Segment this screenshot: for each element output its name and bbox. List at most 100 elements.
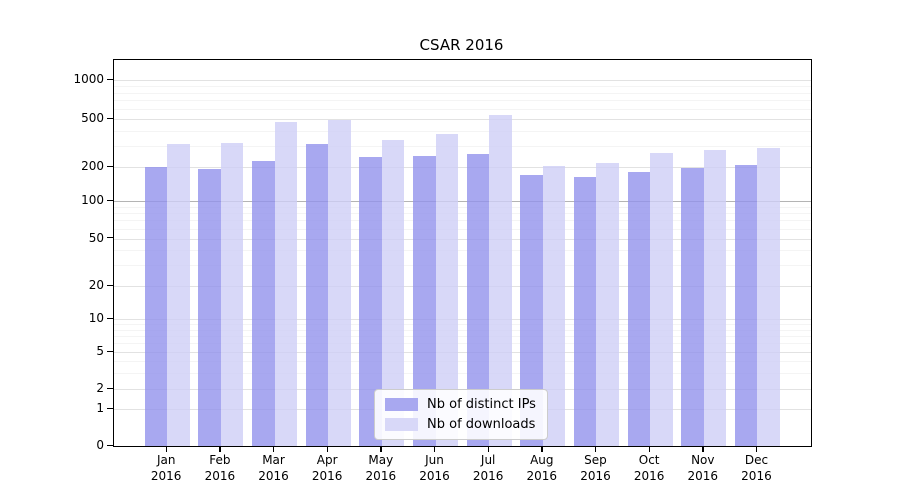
y-tick-mark-20 xyxy=(107,284,113,286)
x-tick-mark-jun-2016 xyxy=(434,446,436,452)
x-tick-mark-dec-2016 xyxy=(755,446,758,452)
y-tick-mark-1 xyxy=(107,407,113,410)
bar-distinct-ips-may-2016 xyxy=(359,157,382,446)
x-tick-mark-may-2016 xyxy=(380,446,382,452)
bar-downloads-jul-2016 xyxy=(489,114,512,446)
minor-gridline-30 xyxy=(114,264,811,266)
y-tick-label-20: 20 xyxy=(88,278,104,292)
legend-label-distinct-ips: Nb of distinct IPs xyxy=(427,397,536,412)
x-tick-label-jan-2016: Jan 2016 xyxy=(150,453,182,483)
bar-downloads-dec-2016 xyxy=(757,148,780,446)
bar-distinct-ips-jul-2016 xyxy=(466,154,490,446)
y-tick-mark-10 xyxy=(107,317,113,320)
plot-area xyxy=(113,59,812,447)
x-tick-label-oct-2016: Oct 2016 xyxy=(633,453,665,483)
gridlines-layer xyxy=(114,60,811,446)
y-tick-label-500: 500 xyxy=(81,111,104,125)
y-tick-mark-200 xyxy=(107,165,113,167)
x-tick-mark-mar-2016 xyxy=(273,446,275,452)
y-tick-label-200: 200 xyxy=(81,159,104,173)
x-tick-label-nov-2016: Nov 2016 xyxy=(687,453,719,483)
bar-distinct-ips-mar-2016 xyxy=(252,161,275,446)
y-tick-mark-500 xyxy=(107,117,113,119)
bar-distinct-ips-apr-2016 xyxy=(305,144,329,446)
y-tick-mark-50 xyxy=(107,237,113,239)
major-gridline-1000 xyxy=(114,80,811,81)
bar-downloads-oct-2016 xyxy=(650,152,673,446)
legend-swatch-distinct-ips xyxy=(385,398,418,411)
minor-gridline-90 xyxy=(114,206,811,208)
major-gridline-200 xyxy=(114,167,811,168)
minor-gridline-70 xyxy=(114,220,811,222)
major-gridline-50 xyxy=(114,238,811,240)
bar-distinct-ips-dec-2016 xyxy=(734,165,758,446)
x-tick-mark-sep-2016 xyxy=(594,446,597,452)
x-tick-label-jul-2016: Jul 2016 xyxy=(472,453,504,483)
y-tick-label-10: 10 xyxy=(88,311,104,326)
x-tick-label-may-2016: May 2016 xyxy=(365,453,397,483)
bar-downloads-jun-2016 xyxy=(435,133,458,446)
bars-layer xyxy=(114,60,811,446)
minor-gridline-900 xyxy=(114,85,811,87)
bar-distinct-ips-jun-2016 xyxy=(413,156,436,446)
y-tick-label-50: 50 xyxy=(88,230,104,245)
x-tick-label-jun-2016: Jun 2016 xyxy=(419,453,450,483)
y-tick-mark-2 xyxy=(107,387,113,390)
legend: Nb of distinct IPs Nb of downloads xyxy=(374,389,548,440)
major-gridline-100 xyxy=(114,201,811,202)
bar-distinct-ips-jan-2016 xyxy=(144,167,168,446)
minor-gridline-800 xyxy=(114,92,811,94)
y-tick-label-2: 2 xyxy=(96,381,104,396)
bar-distinct-ips-oct-2016 xyxy=(627,171,651,446)
major-gridline-10 xyxy=(114,319,811,321)
minor-gridline-300 xyxy=(114,145,811,147)
bar-downloads-apr-2016 xyxy=(328,120,351,446)
x-tick-mark-jul-2016 xyxy=(487,446,489,452)
x-tick-label-feb-2016: Feb 2016 xyxy=(204,453,236,483)
bar-distinct-ips-sep-2016 xyxy=(573,177,597,446)
y-tick-mark-5 xyxy=(107,350,113,352)
y-tick-mark-0 xyxy=(107,444,113,446)
x-tick-label-apr-2016: Apr 2016 xyxy=(311,453,343,483)
minor-gridline-400 xyxy=(114,130,811,132)
minor-gridline-700 xyxy=(114,100,811,102)
bar-downloads-feb-2016 xyxy=(220,143,244,446)
y-tick-label-100: 100 xyxy=(81,193,104,207)
major-gridline-5 xyxy=(114,352,811,353)
x-tick-mark-apr-2016 xyxy=(326,446,328,452)
minor-gridline-40 xyxy=(114,250,811,252)
bar-downloads-nov-2016 xyxy=(703,150,727,446)
legend-label-downloads: Nb of downloads xyxy=(427,417,536,432)
x-tick-mark-feb-2016 xyxy=(219,446,221,452)
major-gridline-20 xyxy=(114,286,811,287)
chart-title: CSAR 2016 xyxy=(419,36,504,54)
x-tick-label-sep-2016: Sep 2016 xyxy=(580,453,611,483)
minor-gridline-3 xyxy=(114,372,811,374)
bar-downloads-aug-2016 xyxy=(542,166,566,446)
x-tick-mark-jan-2016 xyxy=(165,446,167,452)
y-tick-mark-100 xyxy=(107,199,113,201)
x-tick-mark-oct-2016 xyxy=(648,446,650,452)
bar-distinct-ips-feb-2016 xyxy=(198,168,221,446)
bar-downloads-mar-2016 xyxy=(274,122,298,446)
x-tick-label-mar-2016: Mar 2016 xyxy=(258,453,289,483)
bar-distinct-ips-nov-2016 xyxy=(681,168,704,446)
minor-gridline-60 xyxy=(114,228,811,230)
minor-gridline-8 xyxy=(114,329,811,331)
minor-gridline-9 xyxy=(114,324,811,326)
legend-swatch-downloads xyxy=(385,418,418,431)
x-tick-label-aug-2016: Aug 2016 xyxy=(526,453,558,483)
y-tick-mark-1000 xyxy=(107,78,113,80)
bar-downloads-jan-2016 xyxy=(167,144,190,446)
legend-entry-distinct-ips: Nb of distinct IPs xyxy=(385,397,536,412)
legend-entry-downloads: Nb of downloads xyxy=(385,417,536,432)
x-tick-label-dec-2016: Dec 2016 xyxy=(741,453,772,483)
bar-downloads-sep-2016 xyxy=(596,162,619,446)
x-tick-mark-nov-2016 xyxy=(702,446,704,452)
y-tick-label-5: 5 xyxy=(96,344,104,358)
bar-downloads-may-2016 xyxy=(381,140,405,446)
x-tick-mark-aug-2016 xyxy=(541,446,543,452)
major-gridline-500 xyxy=(114,119,811,120)
minor-gridline-7 xyxy=(114,336,811,338)
